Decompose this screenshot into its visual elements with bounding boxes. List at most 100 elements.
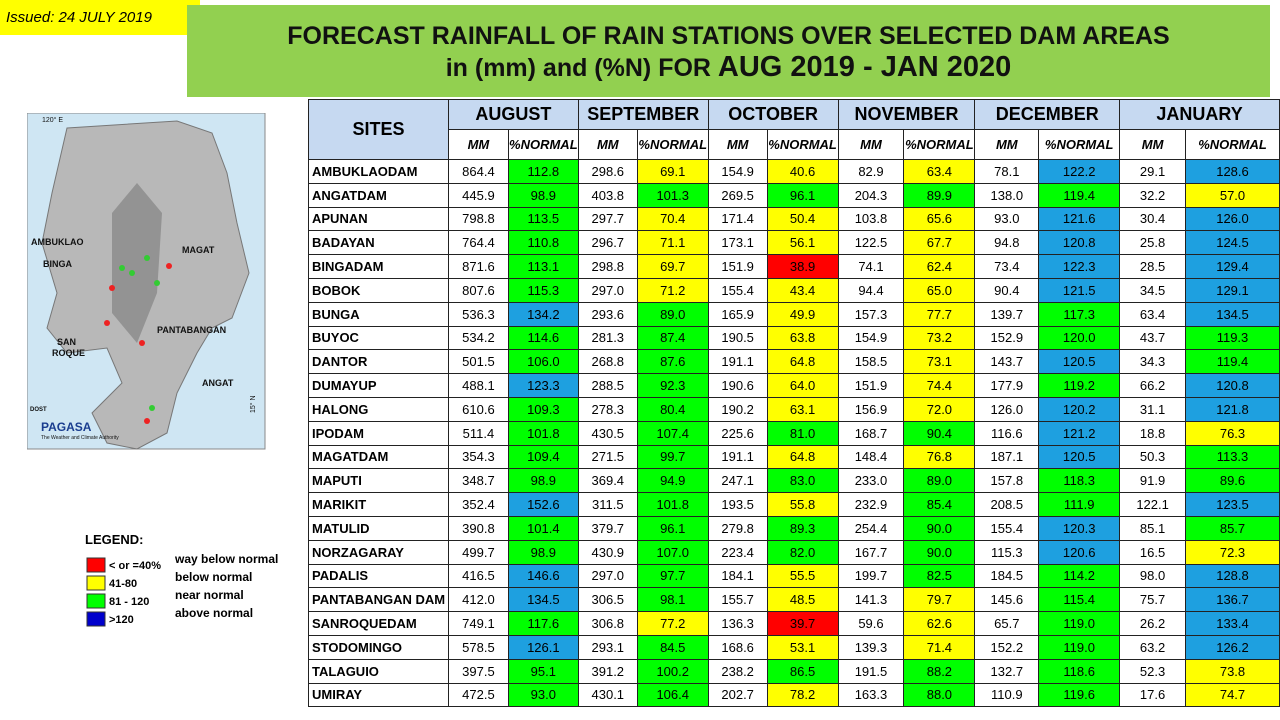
rainfall-mm: 34.3 [1119,349,1186,375]
rainfall-mm: 136.3 [707,611,768,636]
rainfall-mm: 297.7 [577,206,638,232]
rainfall-mm: 171.4 [707,206,768,232]
legend-title: LEGEND: [85,532,144,547]
percent-normal: 126.2 [1185,634,1280,660]
site-name: UMIRAY [308,682,449,708]
percent-normal: 111.9 [1038,492,1121,517]
percent-normal: 114.6 [507,325,579,351]
rainfall-mm: 199.7 [837,563,905,589]
percent-normal: 134.5 [507,587,579,613]
percent-normal: 53.1 [766,634,839,660]
rainfall-mm: 138.0 [974,182,1040,208]
rainfall-mm: 864.4 [447,159,509,184]
rainfall-mm: 94.8 [974,230,1040,256]
percent-normal: 119.6 [1038,682,1121,708]
rainfall-mm: 269.5 [707,182,768,208]
site-name: APUNAN [308,206,449,232]
site-header: SITES [308,99,449,160]
rainfall-mm: 298.8 [577,254,638,279]
percent-normal: 113.1 [507,254,579,279]
rainfall-mm: 156.9 [837,396,905,422]
map: AMBUKLAO BINGA MAGAT PANTABANGAN SAN ROQ… [27,113,266,450]
percent-normal: 126.1 [507,634,579,660]
percent-normal: 126.0 [1185,206,1280,232]
percent-normal: 84.5 [636,634,709,660]
percent-normal: 69.1 [636,159,709,184]
station [139,340,145,346]
rainfall-mm: 369.4 [577,468,638,494]
data-row: NORZAGARAY 499.7 98.9 430.9 107.0 223.4 82.0 16… [308,539,1280,565]
percent-normal: 101.3 [636,182,709,208]
rainfall-mm: 73.4 [974,254,1040,279]
data-row: PADALIS 416.5 146.6 297.0 97.7 184.1 55.5 199.7… [308,563,1280,589]
rainfall-mm: 126.0 [974,396,1040,422]
percent-normal: 120.6 [1038,539,1121,565]
percent-normal: 55.8 [766,492,839,517]
title-line: FORECAST RAINFALL OF RAIN STATIONS OVER … [287,22,1170,50]
percent-normal: 98.9 [507,182,579,208]
percent-normal: 128.8 [1185,563,1280,589]
map-label: 120° E [42,116,63,124]
site-name: AMBUKLAODAM [308,159,449,184]
data-row: BADAYAN 764.4 110.8 296.7 71.1 173.1 56.1 122.5… [308,230,1280,256]
percent-normal: 121.5 [1038,277,1121,303]
rainfall-mm: 403.8 [577,182,638,208]
rainfall-mm: 66.2 [1119,373,1186,398]
data-row: HALONG 610.6 109.3 278.3 80.4 190.2 63.1 156.9 7… [308,396,1280,422]
rainfall-mm: 271.5 [577,444,638,470]
rainfall-mm: 63.2 [1119,634,1186,660]
percent-normal: 62.6 [903,611,976,636]
rainfall-mm: 103.8 [837,206,905,232]
percent-normal: 121.8 [1185,396,1280,422]
site-name: MAPUTI [308,468,449,494]
rainfall-mm: 499.7 [447,539,509,565]
percent-normal: 57.0 [1185,182,1280,208]
percent-normal: 122.2 [1038,159,1121,184]
percent-normal: 88.2 [903,658,976,684]
percent-normal: 65.6 [903,206,976,232]
rainfall-mm: 397.5 [447,658,509,684]
legend-description: way below normal [174,552,278,566]
map-label: ROQUE [52,348,85,358]
subheader-row: MM %NORMAL MM %NORMAL MM %NORMAL MM %NORMAL MM %N… [309,129,1280,160]
rainfall-mm: 204.3 [837,182,905,208]
site-name: PANTABANGAN DAM [308,587,449,613]
data-row: BUYOC 534.2 114.6 281.3 87.4 190.5 63.8 154.9 73… [308,325,1280,351]
data-row: AMBUKLAODAM 864.4 112.8 298.6 69.1 154.9 40.6 8… [308,159,1280,184]
percent-normal: 56.1 [766,230,839,256]
percent-normal: 96.1 [636,515,709,541]
rainfall-mm: 91.9 [1119,468,1186,494]
percent-normal: 71.2 [636,277,709,303]
rainfall-mm: 293.6 [577,301,638,327]
rainfall-mm: 281.3 [577,325,638,351]
logo-tagline: The Weather and Climate Authority [41,435,119,441]
percent-normal: 101.8 [507,420,579,446]
site-name: SANROQUEDAM [308,611,449,636]
station [104,320,110,326]
rainfall-mm: 139.3 [837,634,905,660]
rainfall-mm: 116.6 [974,420,1040,446]
percent-normal: 99.7 [636,444,709,470]
percent-normal: 112.8 [507,159,579,184]
percent-normal: 63.1 [766,396,839,422]
data-row: MAGATDAM 354.3 109.4 271.5 99.7 191.1 64.8 148.… [308,444,1280,470]
percent-normal: 129.1 [1185,277,1280,303]
legend-swatch [86,611,106,627]
rainfall-mm: 190.2 [707,396,768,422]
rainfall-mm: 139.7 [974,301,1040,327]
rainfall-mm: 93.0 [974,206,1040,232]
rainfall-mm: 154.9 [707,159,768,184]
rainfall-mm: 17.6 [1119,682,1186,708]
rainfall-mm: 871.6 [447,254,509,279]
rainfall-mm: 297.0 [577,563,638,589]
rainfall-mm: 293.1 [577,634,638,660]
mountains [112,183,162,343]
percent-normal: 134.2 [507,301,579,327]
percent-normal: 86.5 [766,658,839,684]
rainfall-mm: 610.6 [447,396,509,422]
data-row: MARIKIT 352.4 152.6 311.5 101.8 193.5 55.8 232.… [308,492,1280,517]
rainfall-mm: 34.5 [1119,277,1186,303]
percent-normal: 118.3 [1038,468,1121,494]
legend-description: below normal [175,570,252,584]
